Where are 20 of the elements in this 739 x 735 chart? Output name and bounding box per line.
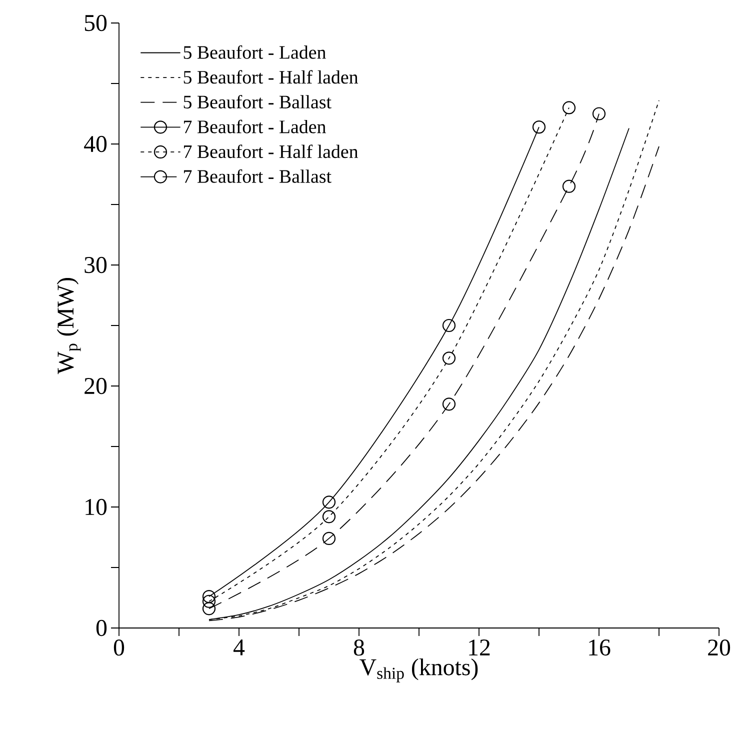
x-tick-label: 4 [233,640,245,656]
x-tick-label: 0 [114,640,124,656]
y-tick-label: 20 [84,378,107,394]
legend-label: 5 Beaufort - Ballast [184,94,332,108]
x-tick-label: 12 [469,640,490,656]
y-axis-title: W$_{p}$ (MW) [56,278,81,374]
legend-label: 5 Beaufort - Laden [184,45,326,59]
x-tick-label: 16 [589,640,610,656]
y-tick-label: 40 [84,136,107,152]
x-axis-title: V$_{ship}$ (knots) [360,658,478,682]
legend-label: 7 Beaufort - Half laden [184,144,358,158]
legend-label: 7 Beaufort - Ballast [184,169,332,183]
y-tick-label: 0 [96,620,107,636]
y-tick-label: 30 [84,256,107,274]
x-tick-label: 20 [708,640,730,656]
x-tick-label: 8 [354,640,364,656]
legend-label: 7 Beaufort - Laden [184,120,326,134]
y-tick-label: 50 [84,14,107,32]
legend-label: 5 Beaufort - Half laden [184,70,358,84]
y-tick-label: 10 [86,498,107,516]
